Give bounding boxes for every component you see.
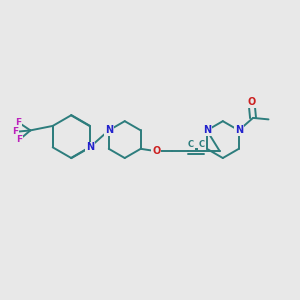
Text: N: N: [86, 142, 94, 152]
Text: N: N: [235, 125, 243, 135]
Text: O: O: [152, 146, 160, 156]
Text: F: F: [16, 135, 22, 144]
Text: N: N: [105, 125, 113, 135]
Text: N: N: [203, 125, 211, 135]
Text: F: F: [13, 128, 19, 136]
Text: C: C: [198, 140, 204, 149]
Text: C: C: [188, 140, 194, 149]
Text: O: O: [248, 98, 256, 107]
Text: F: F: [15, 118, 21, 127]
